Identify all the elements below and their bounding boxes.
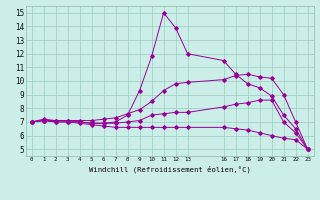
X-axis label: Windchill (Refroidissement éolien,°C): Windchill (Refroidissement éolien,°C) [89,165,251,173]
